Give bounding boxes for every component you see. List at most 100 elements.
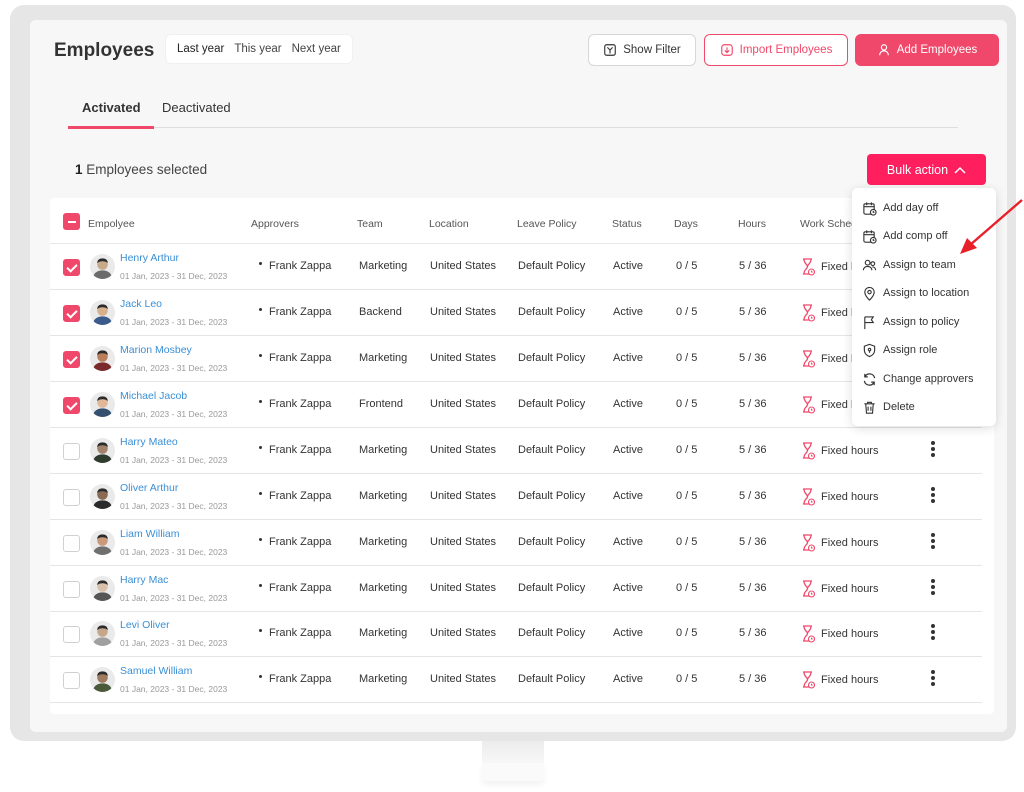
menu-item-label: Assign role <box>883 344 938 356</box>
row-checkbox[interactable] <box>63 443 80 460</box>
employee-date-range: 01 Jan, 2023 - 31 Dec, 2023 <box>120 593 228 603</box>
page-title: Employees <box>54 40 155 61</box>
cell-status: Active <box>613 260 643 272</box>
table-row[interactable]: Levi Oliver 01 Jan, 2023 - 31 Dec, 2023 Fr… <box>50 611 982 657</box>
menu-item-assign-to-location[interactable]: Assign to location <box>862 283 969 303</box>
row-checkbox[interactable] <box>63 259 80 276</box>
menu-item-delete[interactable]: Delete <box>862 397 915 417</box>
employee-name-link[interactable]: Henry Arthur <box>120 252 179 264</box>
avatar <box>90 667 115 692</box>
cell-work-schedule: Fixed hours <box>821 491 879 503</box>
table-row[interactable]: Harry Mac 01 Jan, 2023 - 31 Dec, 2023 Fran… <box>50 566 982 612</box>
add-user-icon <box>878 44 889 56</box>
cell-approver: Frank Zappa <box>269 260 332 272</box>
table-row[interactable]: Marion Mosbey 01 Jan, 2023 - 31 Dec, 2023… <box>50 336 982 382</box>
row-checkbox[interactable] <box>63 397 80 414</box>
menu-item-assign-role[interactable]: Assign role <box>862 340 937 360</box>
select-all-checkbox[interactable] <box>63 213 80 230</box>
import-icon <box>720 44 733 56</box>
table-row[interactable]: Michael Jacob 01 Jan, 2023 - 31 Dec, 2023… <box>50 382 982 428</box>
employee-date-range: 01 Jan, 2023 - 31 Dec, 2023 <box>120 363 228 373</box>
bullet-icon <box>259 584 262 587</box>
cell-days: 0 / 5 <box>676 444 698 456</box>
table-row[interactable]: Harry Mateo 01 Jan, 2023 - 31 Dec, 2023 Fr… <box>50 428 982 474</box>
year-filter-this-year[interactable]: This year <box>234 43 282 55</box>
tab-activated[interactable]: Activated <box>82 100 141 115</box>
bullet-icon <box>259 675 262 678</box>
employee-name-link[interactable]: Samuel William <box>120 665 193 677</box>
table-row[interactable]: Oliver Arthur 01 Jan, 2023 - 31 Dec, 2023… <box>50 474 982 520</box>
calendar-icon <box>863 229 877 244</box>
table-row[interactable]: Liam William 01 Jan, 2023 - 31 Dec, 2023 F… <box>50 520 982 566</box>
table-row[interactable]: Jack Leo 01 Jan, 2023 - 31 Dec, 2023 Frank… <box>50 290 982 336</box>
more-options-icon[interactable] <box>930 624 936 644</box>
row-checkbox[interactable] <box>63 581 80 598</box>
cell-location: United States <box>430 490 497 502</box>
menu-item-add-day-off[interactable]: Add day off <box>862 198 938 218</box>
more-options-icon[interactable] <box>930 579 936 599</box>
menu-item-assign-to-policy[interactable]: Assign to policy <box>862 312 959 332</box>
cell-work-schedule: Fixed hours <box>821 628 879 640</box>
more-options-icon[interactable] <box>930 487 936 507</box>
menu-item-assign-to-team[interactable]: Assign to team <box>862 255 956 275</box>
cell-work-schedule: Fixed hours <box>821 583 879 595</box>
employee-date-range: 01 Jan, 2023 - 31 Dec, 2023 <box>120 684 228 694</box>
cell-hours: 5 / 36 <box>739 673 767 685</box>
row-checkbox[interactable] <box>63 305 80 322</box>
employee-date-range: 01 Jan, 2023 - 31 Dec, 2023 <box>120 317 228 327</box>
menu-item-change-approvers[interactable]: Change approvers <box>862 369 974 389</box>
show-filter-button[interactable]: Show Filter <box>588 34 696 66</box>
cell-status: Active <box>613 490 643 502</box>
cell-days: 0 / 5 <box>676 673 698 685</box>
cell-policy: Default Policy <box>518 398 586 410</box>
row-checkbox[interactable] <box>63 535 80 552</box>
add-employees-button[interactable]: Add Employees <box>855 34 999 66</box>
cell-team: Frontend <box>359 398 404 410</box>
bullet-icon <box>259 446 262 449</box>
employee-name-link[interactable]: Michael Jacob <box>120 390 188 402</box>
table-row[interactable]: Henry Arthur 01 Jan, 2023 - 31 Dec, 2023 F… <box>50 244 982 290</box>
year-filter-next-year[interactable]: Next year <box>291 43 341 55</box>
row-checkbox[interactable] <box>63 351 80 368</box>
bulk-action-button[interactable]: Bulk action <box>867 154 986 185</box>
refresh-icon <box>863 372 876 386</box>
header-status: Status <box>612 218 642 230</box>
cell-policy: Default Policy <box>518 352 586 364</box>
cell-hours: 5 / 36 <box>739 352 767 364</box>
employee-name-link[interactable]: Oliver Arthur <box>120 482 179 494</box>
cell-hours: 5 / 36 <box>739 627 767 639</box>
avatar <box>90 438 115 463</box>
employee-date-range: 01 Jan, 2023 - 31 Dec, 2023 <box>120 501 228 511</box>
employee-name-link[interactable]: Harry Mac <box>120 574 169 586</box>
bullet-icon <box>259 262 262 265</box>
more-options-icon[interactable] <box>930 533 936 553</box>
import-employees-label: Import Employees <box>739 44 833 56</box>
more-options-icon[interactable] <box>930 441 936 461</box>
row-checkbox[interactable] <box>63 489 80 506</box>
menu-item-label: Add day off <box>883 202 939 214</box>
year-filter-last-year[interactable]: Last year <box>177 43 225 55</box>
cell-hours: 5 / 36 <box>739 398 767 410</box>
import-employees-button[interactable]: Import Employees <box>704 34 848 66</box>
cell-work-schedule: Fixed hours <box>821 445 879 457</box>
employee-name-link[interactable]: Harry Mateo <box>120 436 178 448</box>
employee-name-link[interactable]: Marion Mosbey <box>120 344 192 356</box>
employee-name-link[interactable]: Levi Oliver <box>120 619 170 631</box>
table-row[interactable]: Samuel William 01 Jan, 2023 - 31 Dec, 202… <box>50 657 982 703</box>
trash-icon <box>864 401 875 414</box>
hourglass-icon <box>803 488 815 506</box>
menu-item-add-comp-off[interactable]: Add comp off <box>862 226 948 246</box>
cell-status: Active <box>613 352 643 364</box>
tab-deactivated[interactable]: Deactivated <box>162 100 231 115</box>
header-days: Days <box>674 218 698 230</box>
monitor-frame: Employees Last year This year Next year … <box>10 5 1016 741</box>
cell-team: Marketing <box>359 627 408 639</box>
row-checkbox[interactable] <box>63 626 80 643</box>
cell-days: 0 / 5 <box>676 306 698 318</box>
row-checkbox[interactable] <box>63 672 80 689</box>
employee-name-link[interactable]: Jack Leo <box>120 298 163 310</box>
cell-team: Marketing <box>359 673 408 685</box>
cell-policy: Default Policy <box>518 582 586 594</box>
employee-name-link[interactable]: Liam William <box>120 528 180 540</box>
more-options-icon[interactable] <box>930 670 936 690</box>
